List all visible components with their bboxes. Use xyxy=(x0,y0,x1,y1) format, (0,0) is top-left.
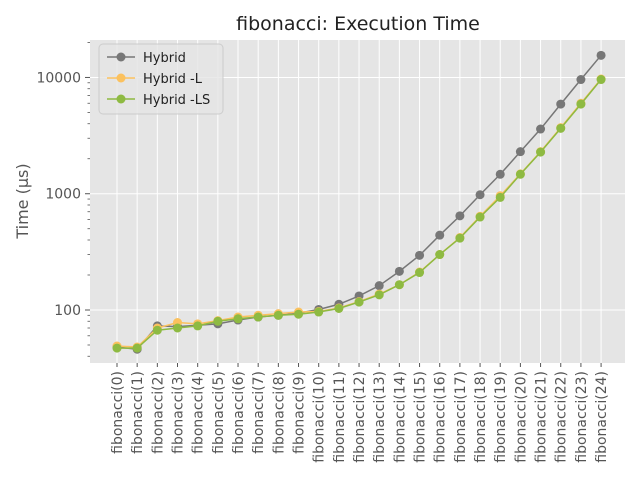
data-point xyxy=(576,99,586,109)
legend-marker xyxy=(116,73,126,83)
x-tick-label: fibonacci(19) xyxy=(493,371,509,463)
legend-item[interactable]: Hybrid -L xyxy=(107,72,203,87)
legend-box xyxy=(98,43,224,115)
x-tick-label: fibonacci(24) xyxy=(594,371,610,463)
data-point xyxy=(435,250,445,260)
x-tick-label: fibonacci(8) xyxy=(271,371,287,454)
x-tick-label: fibonacci(5) xyxy=(211,371,227,454)
y-tick-label: 1000 xyxy=(45,187,81,203)
legend-label: Hybrid xyxy=(143,51,186,66)
x-tick-label: fibonacci(9) xyxy=(292,371,308,454)
data-point xyxy=(455,233,465,243)
data-point xyxy=(495,192,505,202)
x-tick-label: fibonacci(17) xyxy=(453,371,469,463)
data-point xyxy=(515,169,525,179)
data-point xyxy=(374,290,384,300)
data-point xyxy=(334,303,344,313)
data-point xyxy=(354,297,364,307)
y-tick-label: 100 xyxy=(54,303,81,319)
x-tick-label: fibonacci(15) xyxy=(413,371,429,463)
x-tick-label: fibonacci(14) xyxy=(392,371,408,463)
data-point xyxy=(394,266,404,276)
data-point xyxy=(394,280,404,290)
y-axis-label: Time (µs) xyxy=(13,163,32,239)
y-tick-label: 10000 xyxy=(36,70,81,86)
series-layer xyxy=(112,50,606,354)
data-point xyxy=(475,190,485,200)
data-point xyxy=(273,310,283,320)
legend-marker xyxy=(116,94,126,104)
x-tick-label: fibonacci(3) xyxy=(171,371,187,454)
data-point xyxy=(576,75,586,85)
data-point xyxy=(475,212,485,222)
data-point xyxy=(253,312,263,322)
legend-label: Hybrid -L xyxy=(143,72,203,87)
data-point xyxy=(556,123,566,133)
data-point xyxy=(112,343,122,353)
data-point xyxy=(314,307,324,317)
data-point xyxy=(495,169,505,179)
data-point xyxy=(536,124,546,134)
x-tick-label: fibonacci(21) xyxy=(534,371,550,463)
x-tick-label: fibonacci(13) xyxy=(372,371,388,463)
legend-marker xyxy=(116,52,126,62)
x-tick-label: fibonacci(12) xyxy=(352,371,368,463)
data-point xyxy=(173,323,183,333)
x-tick-label: fibonacci(2) xyxy=(150,371,166,454)
chart-title: fibonacci: Execution Time xyxy=(236,13,480,35)
series-hybrid-ls xyxy=(112,75,606,353)
data-point xyxy=(435,230,445,240)
data-point xyxy=(455,211,465,221)
legend-label: Hybrid -LS xyxy=(143,93,210,108)
x-tick-label: fibonacci(16) xyxy=(433,371,449,463)
data-point xyxy=(374,281,384,291)
x-tick-label: fibonacci(6) xyxy=(231,371,247,454)
data-point xyxy=(515,147,525,157)
x-tick-label: fibonacci(7) xyxy=(251,371,267,454)
data-point xyxy=(415,268,425,278)
data-point xyxy=(596,50,606,60)
data-point xyxy=(536,147,546,157)
x-tick-label: fibonacci(20) xyxy=(513,371,529,463)
data-point xyxy=(193,321,203,331)
x-tick-label: fibonacci(4) xyxy=(191,371,207,454)
x-tick-label: fibonacci(11) xyxy=(332,371,348,463)
x-tick-label: fibonacci(18) xyxy=(473,371,489,463)
data-point xyxy=(152,325,162,335)
data-point xyxy=(596,75,606,85)
data-point xyxy=(294,309,304,319)
data-point xyxy=(415,250,425,260)
axis-ticks: fibonacci(0) fibonacci(1) fibonacci(2) fibo… xyxy=(36,42,610,463)
x-tick-label: fibonacci(1) xyxy=(130,371,146,454)
data-point xyxy=(132,343,142,353)
x-tick-label: fibonacci(22) xyxy=(554,371,570,463)
x-tick-label: fibonacci(0) xyxy=(110,371,126,454)
legend[interactable]: Hybrid Hybrid -L Hybrid -LS xyxy=(98,43,224,115)
legend-item[interactable]: Hybrid -LS xyxy=(107,93,210,108)
data-point xyxy=(233,314,243,324)
legend-item[interactable]: Hybrid xyxy=(107,51,186,66)
data-point xyxy=(213,316,223,326)
data-point xyxy=(556,99,566,109)
x-tick-label: fibonacci(10) xyxy=(312,371,328,463)
x-tick-label: fibonacci(23) xyxy=(574,371,590,463)
